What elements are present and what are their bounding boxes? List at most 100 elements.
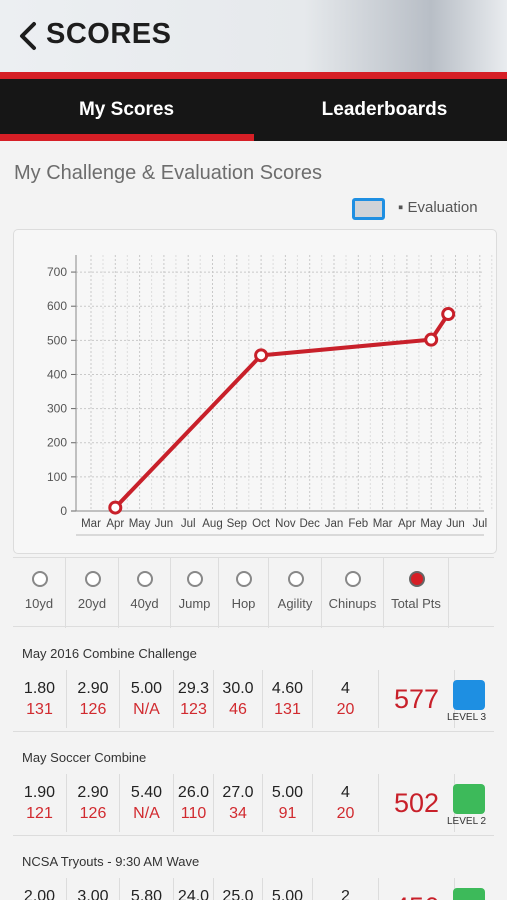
x-tick-label: Jun (446, 518, 465, 530)
measured-value: 27.0 (222, 784, 254, 801)
tab-my-scores[interactable]: My Scores (78, 99, 175, 120)
score-cell: 2 (313, 878, 379, 900)
entry-name: May Soccer Combine (22, 750, 147, 765)
legend-swatch[interactable] (352, 198, 385, 220)
app-header: SCORES (0, 0, 507, 72)
filter-hop[interactable]: Hop (219, 558, 269, 628)
score-cell: 5.00 91 (263, 774, 313, 832)
score-cell: 2.90 126 (67, 774, 120, 832)
measured-value: 25.0 (222, 888, 254, 900)
score-cell: 5.40 N/A (120, 774, 174, 832)
x-tick-label: Jul (472, 518, 487, 530)
score-cell: 30.0 46 (214, 670, 263, 728)
x-tick-label: Feb (348, 518, 368, 530)
radio-button[interactable] (137, 571, 153, 587)
total-points: 502 (379, 774, 455, 832)
x-tick-label: Oct (252, 518, 271, 530)
score-cell: 24.0 (174, 878, 214, 900)
radio-button[interactable] (408, 571, 425, 587)
score-cell: 4 20 (313, 774, 379, 832)
score-entry[interactable]: NCSA Tryouts - 9:30 AM Wave 2.00 3.00 5.80 2… (13, 836, 494, 900)
level-label: LEVEL 3 (447, 712, 487, 723)
y-tick-label: 400 (47, 367, 67, 381)
x-tick-label: Mar (373, 518, 393, 530)
filter-label: 40yd (130, 596, 159, 611)
points-value: 123 (180, 701, 207, 718)
score-cell: 5.00 N/A (120, 670, 174, 728)
x-tick-label: May (129, 518, 151, 530)
entry-name: NCSA Tryouts - 9:30 AM Wave (22, 854, 200, 869)
points-value: N/A (133, 805, 160, 822)
score-cell: 3.00 (67, 878, 120, 900)
data-point (424, 332, 439, 347)
measured-value: 2 (341, 888, 350, 900)
measured-value: 1.80 (23, 680, 56, 697)
x-tick-label: Apr (106, 518, 124, 530)
tab-leaderboards[interactable]: Leaderboards (321, 99, 448, 120)
active-tab-indicator (0, 134, 254, 141)
chevron-left-icon[interactable] (14, 18, 42, 54)
filter-10yd[interactable]: 10yd (13, 558, 66, 628)
radio-button[interactable] (187, 571, 203, 587)
points-value: 121 (26, 805, 53, 822)
filter-chinups[interactable]: Chinups (322, 558, 384, 628)
points-value: 131 (26, 701, 53, 718)
data-point (441, 307, 456, 322)
series-line (113, 312, 450, 509)
radio-button[interactable] (345, 571, 361, 587)
points-value: 46 (229, 701, 247, 718)
score-entry[interactable]: May 2016 Combine Challenge 1.80 131 2.90 126… (13, 628, 494, 732)
y-tick-label: 500 (47, 333, 67, 347)
filter-label: Agility (277, 596, 313, 611)
measured-value: 3.00 (77, 888, 109, 900)
filter-label: Chinups (328, 596, 377, 611)
filter-jump[interactable]: Jump (171, 558, 219, 628)
legend-label: ▪ Evaluation (398, 199, 478, 216)
score-cell: 5.80 (120, 878, 174, 900)
score-cell: 1.90 121 (13, 774, 67, 832)
radio-button[interactable] (287, 571, 304, 587)
header-accent-line (0, 72, 507, 79)
y-tick-label: 100 (47, 470, 67, 484)
filter-agility[interactable]: Agility (269, 558, 322, 628)
measured-value: 4 (341, 680, 350, 697)
radio-button[interactable] (31, 571, 48, 587)
filter-40yd[interactable]: 40yd (119, 558, 171, 628)
filter-label: 20yd (77, 596, 107, 611)
filter-20yd[interactable]: 20yd (66, 558, 119, 628)
points-value: 126 (79, 701, 107, 718)
score-chart: 0 100 200 300 400 500 600 700 Mar Apr May Jun Jul Aug… (13, 229, 497, 554)
tab-bar: My Scores Leaderboards (0, 79, 507, 141)
score-cell: 2.90 126 (67, 670, 120, 728)
points-value: 20 (336, 805, 355, 822)
data-point (254, 348, 269, 363)
points-value: 34 (229, 805, 247, 822)
score-cell: 25.0 (214, 878, 263, 900)
filter-total-pts[interactable]: Total Pts (384, 558, 449, 628)
points-value: N/A (133, 701, 160, 718)
x-tick-label: Apr (398, 518, 416, 530)
score-cell: 27.0 34 (214, 774, 263, 832)
measured-value: 29.3 (177, 680, 210, 697)
total-points: 456 (379, 878, 455, 900)
x-tick-label: Nov (275, 518, 296, 530)
score-entry[interactable]: May Soccer Combine 1.90 121 2.90 126 5.40 N/A 2… (13, 732, 494, 836)
y-tick-label: 200 (47, 436, 67, 450)
points-value: 91 (278, 805, 297, 822)
score-cell: 4.60 131 (263, 670, 313, 728)
measured-value: 5.80 (130, 888, 163, 900)
radio-button[interactable] (236, 571, 252, 587)
x-tick-label: Jun (155, 518, 174, 530)
measured-value: 30.0 (222, 680, 254, 697)
measured-value: 2.90 (77, 680, 109, 697)
level-badge (453, 888, 485, 900)
score-cell: 29.3 123 (174, 670, 214, 728)
score-cell: 2.00 (13, 878, 67, 900)
section-title: My Challenge & Evaluation Scores (14, 162, 322, 184)
measured-value: 5.00 (271, 784, 304, 801)
radio-button[interactable] (84, 571, 101, 587)
filter-label: Total Pts (391, 596, 441, 611)
points-value: 20 (336, 701, 355, 718)
points-value: 110 (180, 805, 207, 822)
measured-value: 1.90 (23, 784, 56, 801)
